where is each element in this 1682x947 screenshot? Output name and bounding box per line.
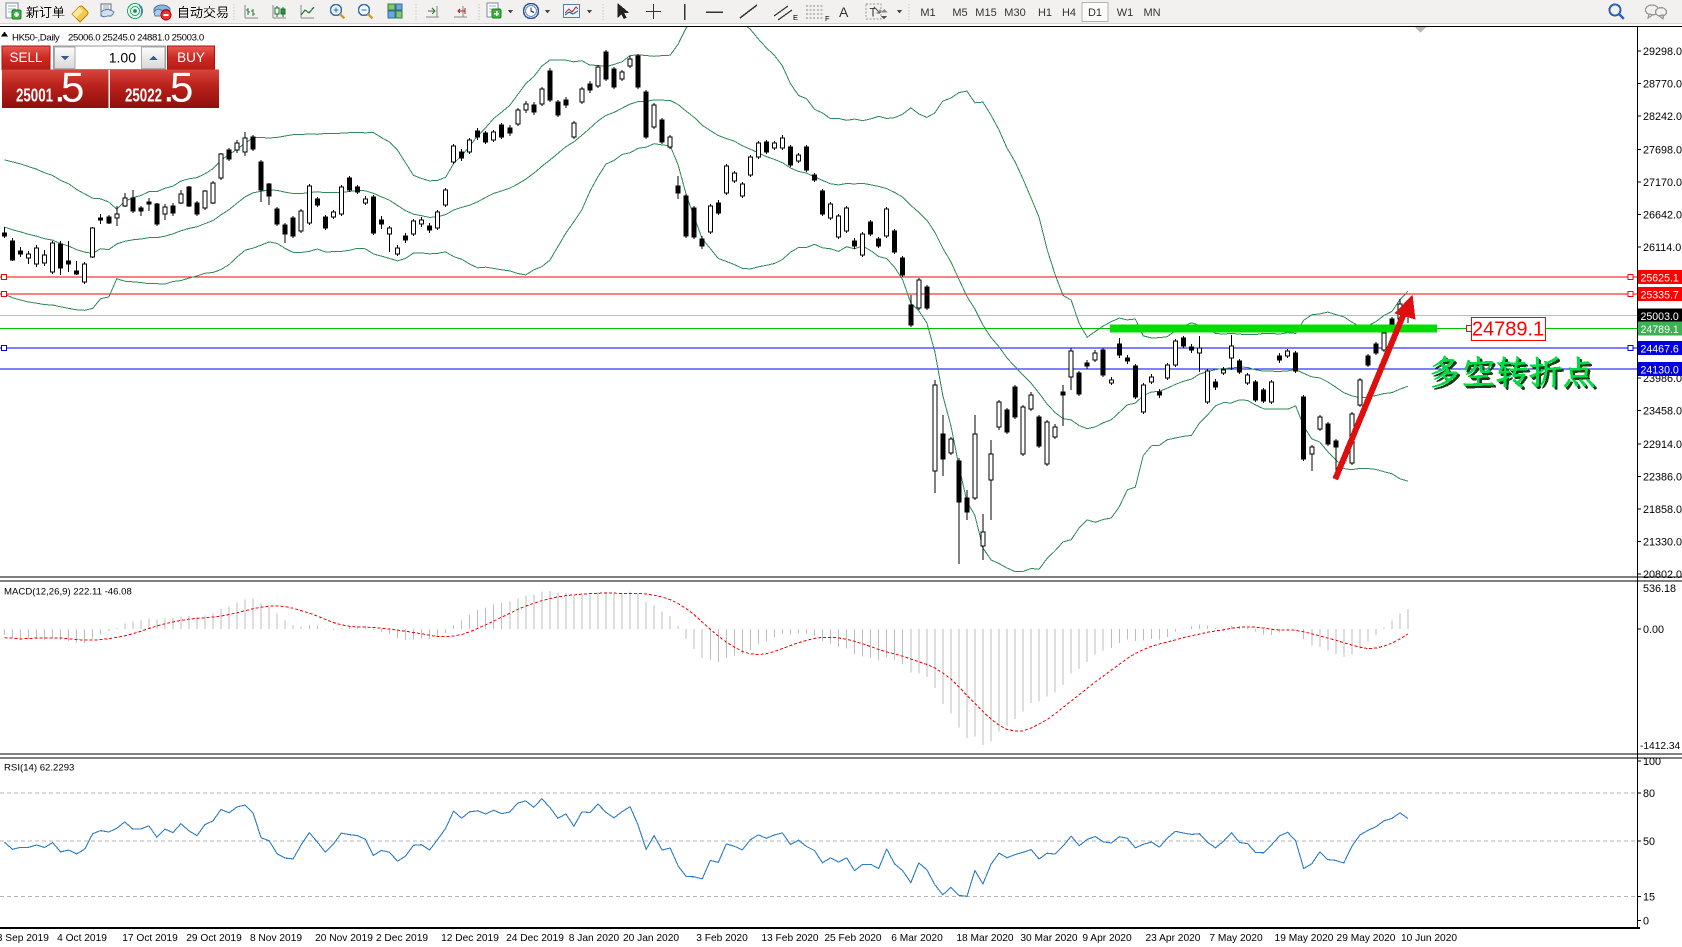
svg-text:536.18: 536.18 — [1643, 583, 1676, 595]
svg-text:5: 5 — [61, 64, 84, 111]
svg-text:8 Jan 2020: 8 Jan 2020 — [569, 933, 620, 944]
svg-text:19 May 2020: 19 May 2020 — [1275, 933, 1334, 944]
svg-text:9 Apr 2020: 9 Apr 2020 — [1082, 933, 1132, 944]
svg-text:0: 0 — [1643, 916, 1649, 928]
svg-text:28242.0: 28242.0 — [1643, 111, 1682, 123]
svg-text:17 Oct 2019: 17 Oct 2019 — [122, 933, 178, 944]
svg-text:10 Jun 2020: 10 Jun 2020 — [1401, 933, 1457, 944]
svg-text:4 Oct 2019: 4 Oct 2019 — [57, 933, 107, 944]
svg-text:25006.0 25245.0 24881.0 25003.: 25006.0 25245.0 24881.0 25003.0 — [68, 33, 204, 44]
svg-text:25 Feb 2020: 25 Feb 2020 — [824, 933, 882, 944]
svg-text:24 Dec 2019: 24 Dec 2019 — [506, 933, 564, 944]
svg-text:MACD(12,26,9) 222.11 -46.08: MACD(12,26,9) 222.11 -46.08 — [4, 587, 132, 598]
svg-text:21858.0: 21858.0 — [1643, 504, 1682, 516]
svg-text:23458.0: 23458.0 — [1643, 405, 1682, 417]
svg-text:A: A — [839, 4, 849, 20]
svg-text:T: T — [870, 8, 877, 20]
svg-text:6 Mar 2020: 6 Mar 2020 — [891, 933, 943, 944]
svg-text:50: 50 — [1643, 836, 1655, 848]
svg-text:24130.0: 24130.0 — [1641, 364, 1679, 376]
svg-text:SELL: SELL — [9, 50, 43, 65]
svg-text:F: F — [825, 14, 830, 23]
svg-text:H1: H1 — [1038, 7, 1052, 19]
svg-text:30 Mar 2020: 30 Mar 2020 — [1020, 933, 1078, 944]
svg-text:.: . — [54, 64, 66, 111]
svg-text:8 Nov 2019: 8 Nov 2019 — [250, 933, 302, 944]
svg-text:15: 15 — [1643, 892, 1655, 904]
svg-text:E: E — [793, 13, 798, 22]
svg-text:25001: 25001 — [16, 86, 53, 106]
svg-text:-1412.34: -1412.34 — [1640, 741, 1681, 752]
svg-text:21330.0: 21330.0 — [1643, 536, 1682, 548]
svg-text:20802.0: 20802.0 — [1643, 569, 1682, 581]
svg-text:28770.0: 28770.0 — [1643, 79, 1682, 91]
svg-text:W1: W1 — [1117, 7, 1134, 19]
svg-text:29298.0: 29298.0 — [1643, 46, 1682, 58]
svg-text:20 Jan 2020: 20 Jan 2020 — [623, 933, 679, 944]
svg-text:29 Oct 2019: 29 Oct 2019 — [186, 933, 242, 944]
svg-text:26114.0: 26114.0 — [1643, 242, 1681, 254]
svg-text:H4: H4 — [1062, 7, 1076, 19]
svg-text:M15: M15 — [975, 7, 996, 19]
svg-text:80: 80 — [1643, 788, 1655, 800]
svg-text:.: . — [163, 64, 175, 111]
svg-text:1.00: 1.00 — [109, 50, 136, 66]
svg-text:5: 5 — [170, 64, 193, 111]
svg-text:RSI(14) 62.2293: RSI(14) 62.2293 — [4, 763, 74, 774]
svg-text:18 Mar 2020: 18 Mar 2020 — [956, 933, 1014, 944]
svg-text:27170.0: 27170.0 — [1643, 177, 1682, 189]
svg-text:24789.1: 24789.1 — [1641, 324, 1679, 336]
svg-text:20 Nov 2019: 20 Nov 2019 — [315, 933, 373, 944]
svg-text:23 Apr 2020: 23 Apr 2020 — [1146, 933, 1201, 944]
svg-text:22914.0: 22914.0 — [1643, 439, 1682, 451]
svg-text:HK50-,Daily: HK50-,Daily — [12, 33, 60, 44]
svg-text:25625.1: 25625.1 — [1641, 272, 1679, 284]
svg-text:27698.0: 27698.0 — [1643, 144, 1682, 156]
svg-text:26642.0: 26642.0 — [1643, 209, 1682, 221]
svg-text:25022: 25022 — [125, 86, 162, 106]
svg-text:25003.0: 25003.0 — [1641, 311, 1679, 323]
svg-text:22386.0: 22386.0 — [1643, 471, 1682, 483]
svg-text:M30: M30 — [1004, 7, 1025, 19]
svg-text:BUY: BUY — [177, 50, 205, 65]
svg-text:MN: MN — [1143, 7, 1160, 19]
svg-text:13 Feb 2020: 13 Feb 2020 — [761, 933, 819, 944]
svg-text:2 Dec 2019: 2 Dec 2019 — [376, 933, 428, 944]
svg-text:M5: M5 — [952, 7, 967, 19]
svg-text:100: 100 — [1643, 756, 1661, 768]
svg-text:24789.1: 24789.1 — [1472, 319, 1544, 341]
svg-text:3 Feb 2020: 3 Feb 2020 — [696, 933, 748, 944]
svg-text:7 May 2020: 7 May 2020 — [1209, 933, 1263, 944]
svg-text:M1: M1 — [920, 7, 935, 19]
svg-text:D1: D1 — [1088, 7, 1102, 19]
svg-text:0.00: 0.00 — [1643, 624, 1664, 636]
svg-text:24467.6: 24467.6 — [1641, 343, 1679, 355]
svg-text:29 May 2020: 29 May 2020 — [1337, 933, 1396, 944]
svg-text:23 Sep 2019: 23 Sep 2019 — [0, 933, 49, 944]
svg-text:12 Dec 2019: 12 Dec 2019 — [441, 933, 499, 944]
svg-text:25335.7: 25335.7 — [1641, 289, 1679, 301]
